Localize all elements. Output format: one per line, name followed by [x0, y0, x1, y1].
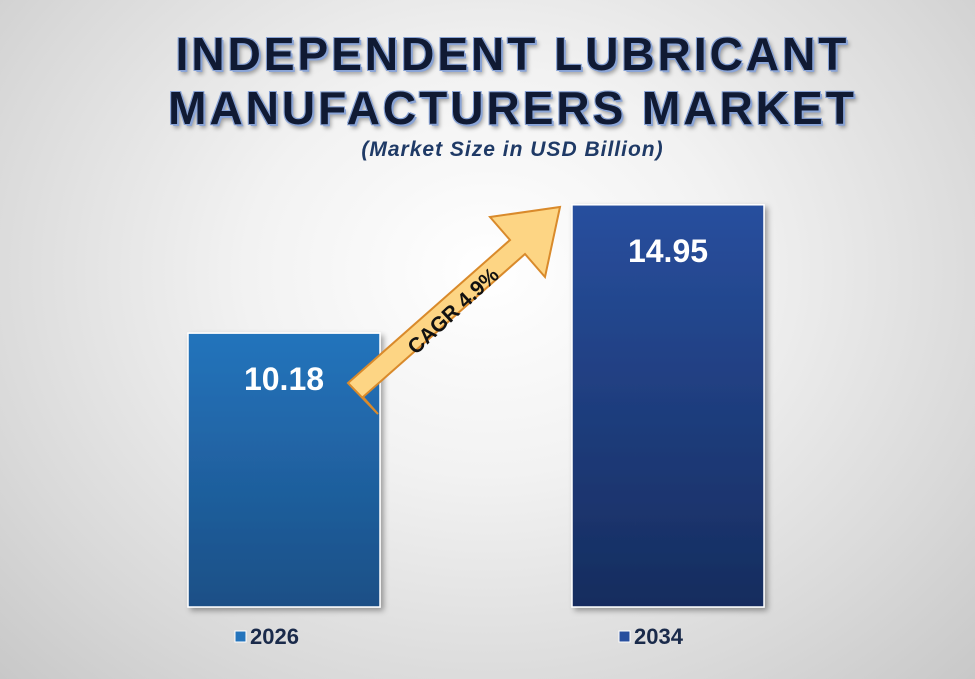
legend: 2026 2034 [234, 624, 684, 649]
cagr-arrow: CAGR 4.9% [346, 205, 562, 415]
bar-2034 [571, 204, 765, 608]
cagr-arrow-shape [346, 205, 562, 415]
chart-subtitle: (Market Size in USD Billion) [361, 138, 664, 161]
bars-layer: 10.18 14.95 [187, 204, 765, 608]
legend-swatch-2026 [234, 630, 247, 643]
category-label-2026: 2026 [250, 624, 299, 649]
bar-value-label-2026: 10.18 [244, 361, 324, 397]
chart-title-line-1: INDEPENDENT LUBRICANT [175, 28, 850, 80]
chart-title-line-2: MANUFACTURERS MARKET [168, 82, 857, 134]
category-label-2034: 2034 [634, 624, 684, 649]
legend-swatch-2034 [618, 630, 631, 643]
bar-2026 [187, 332, 381, 608]
cagr-label: CAGR 4.9% [403, 263, 503, 359]
bar-value-label-2034: 14.95 [628, 233, 708, 269]
